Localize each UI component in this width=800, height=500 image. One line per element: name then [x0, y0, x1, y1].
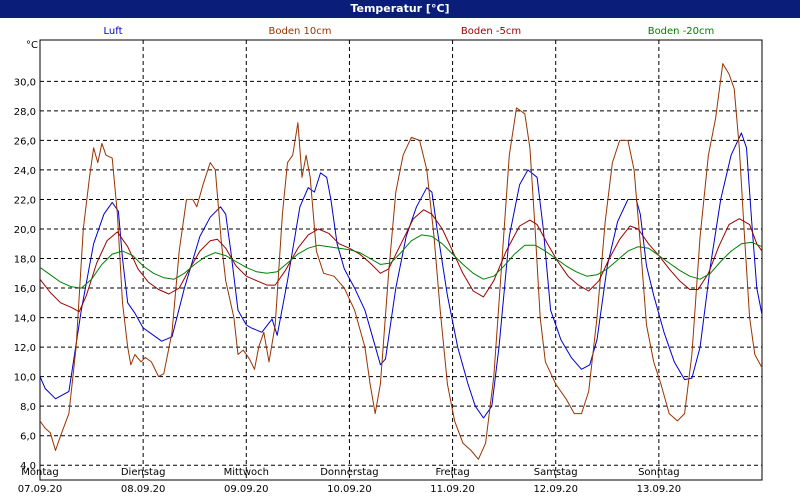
y-tick-label: 14,0: [14, 314, 36, 325]
x-tick-day: Samstag: [534, 467, 578, 478]
x-tick-labels: Montag 07.09.20 Dienstag 08.09.20 Mittwoch 09…: [18, 467, 681, 495]
chart-frame: °C 4,0 6,0 8,0 10,0 12,0 14,0 16,0 18,0 20,0 22,0…: [0, 18, 800, 500]
x-tick-date: 10.09.20: [327, 484, 372, 495]
x-tick-date: 07.09.20: [18, 484, 63, 495]
x-tick-date: 13.09.20: [637, 484, 682, 495]
y-tick-label: 6,0: [20, 432, 36, 443]
y-tick-label: 20,0: [14, 225, 36, 236]
legend-entry: Boden 10cm: [269, 26, 332, 37]
y-tick-label: 30,0: [14, 77, 36, 88]
series-line: [39, 234, 763, 289]
y-tick-label: 28,0: [14, 107, 36, 118]
y-tick-label: 10,0: [14, 373, 36, 384]
y-tick-label: 4,0: [20, 461, 36, 472]
x-tick-day: Montag: [21, 467, 58, 478]
chart-title: Temperatur [°C]: [350, 2, 450, 15]
y-tick-label: 22,0: [14, 195, 36, 206]
y-tick-label: 16,0: [14, 284, 36, 295]
y-tick-labels: 4,0 6,0 8,0 10,0 12,0 14,0 16,0 18,0 20,0 22,0 24,…: [14, 77, 36, 472]
x-tick-day: Freitag: [435, 467, 469, 478]
x-tick-date: 12.09.20: [533, 484, 578, 495]
series-line: [39, 63, 763, 460]
legend-entry: Boden -5cm: [461, 26, 521, 37]
grid-lines: [40, 40, 762, 480]
legend-entry: Luft: [104, 26, 123, 37]
series-lines: [39, 63, 763, 460]
x-tick-date: 11.09.20: [430, 484, 475, 495]
y-tick-label: 8,0: [20, 402, 36, 413]
legend-entry: Boden -20cm: [648, 26, 715, 37]
y-axis-unit-label: °C: [26, 40, 38, 51]
chart-title-bar: Temperatur [°C]: [0, 0, 800, 18]
x-tick-day: Sonntag: [638, 467, 680, 478]
x-tick-date: 08.09.20: [121, 484, 166, 495]
x-tick-day: Mittwoch: [224, 467, 269, 478]
series-line: [39, 132, 763, 419]
x-tick-day: Dienstag: [121, 467, 166, 478]
y-tick-label: 18,0: [14, 255, 36, 266]
temperature-line-chart: °C 4,0 6,0 8,0 10,0 12,0 14,0 16,0 18,0 20,0 22,0…: [14, 26, 763, 495]
y-tick-label: 26,0: [14, 136, 36, 147]
x-tick-day: Donnerstag: [320, 467, 378, 478]
series-line: [39, 209, 763, 313]
x-tick-date: 09.09.20: [224, 484, 269, 495]
y-tick-label: 12,0: [14, 343, 36, 354]
y-tick-label: 24,0: [14, 166, 36, 177]
legend: Luft Boden 10cm Boden -5cm Boden -20cm: [104, 26, 715, 37]
